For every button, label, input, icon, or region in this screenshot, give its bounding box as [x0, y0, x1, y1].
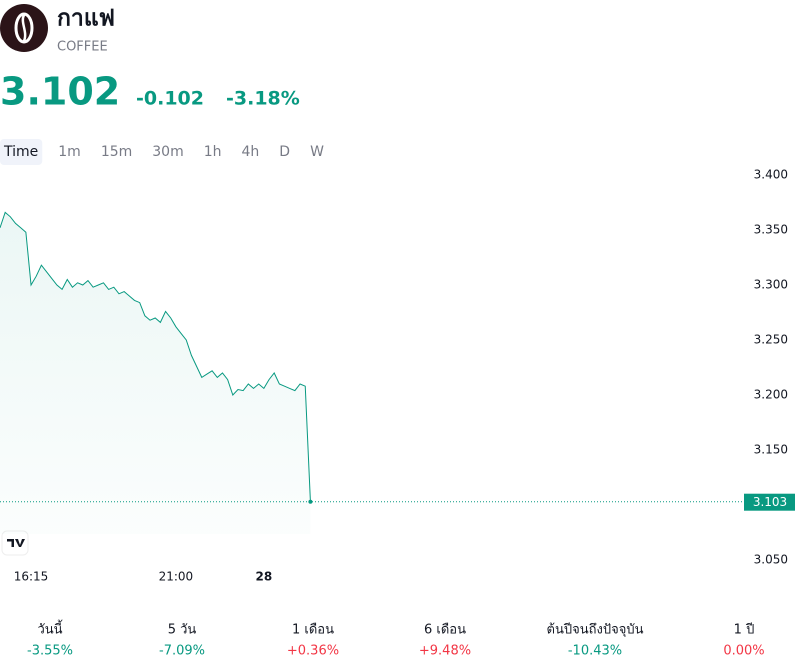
y-tick-label: 3.050 — [754, 553, 788, 567]
price: 3.102 — [0, 70, 120, 114]
performance-label: 6 เดือน — [424, 622, 466, 638]
performance-value: -3.55% — [27, 644, 73, 659]
y-tick-label: 3.150 — [754, 443, 788, 457]
performance-label: 1 เดือน — [292, 622, 334, 638]
last-point — [308, 499, 313, 504]
change: -0.102 — [136, 88, 204, 110]
timeframe-button[interactable]: D — [279, 144, 290, 160]
symbol-subtitle: COFFEE — [57, 40, 108, 55]
performance-value: 0.00% — [723, 644, 764, 659]
timeframe-button[interactable]: 15m — [101, 144, 132, 160]
price-line — [0, 211, 311, 502]
timeframe-button[interactable]: 1m — [58, 144, 81, 160]
y-tick-label: 3.200 — [754, 388, 788, 402]
tv-logo — [1, 530, 29, 556]
x-tick-label: 16:15 — [14, 570, 49, 584]
y-tick-label: 3.350 — [754, 223, 788, 237]
timeframe-button[interactable]: 1h — [204, 144, 222, 160]
change-pct: -3.18% — [226, 88, 300, 110]
performance-label: ต้นปีจนถึงปัจจุบัน — [547, 622, 644, 638]
performance-value: +0.36% — [287, 644, 339, 659]
y-tick-label: 3.400 — [754, 168, 788, 182]
last-price-label: 3.103 — [753, 495, 787, 509]
y-tick-label: 3.250 — [754, 333, 788, 347]
performance-label: 5 วัน — [168, 623, 197, 638]
timeframe-active-bg — [0, 139, 43, 165]
timeframe-button[interactable]: W — [310, 144, 324, 160]
timeframe-button[interactable]: 30m — [152, 144, 183, 160]
performance-label: วันนี้ — [37, 620, 63, 638]
performance-value: +9.48% — [419, 644, 471, 659]
performance-value: -10.43% — [568, 644, 622, 659]
x-tick-label: 21:00 — [159, 570, 194, 584]
timeframe-button[interactable]: 4h — [242, 144, 260, 160]
x-tick-label: 28 — [256, 570, 273, 584]
timeframe-button[interactable]: Time — [3, 144, 38, 160]
performance-label: 1 ปี — [734, 622, 755, 638]
logo — [0, 4, 48, 52]
y-tick-label: 3.300 — [754, 278, 788, 292]
performance-value: -7.09% — [159, 644, 205, 659]
area-fill — [0, 212, 311, 534]
last-price-tag — [744, 493, 795, 511]
symbol-title: กาแฟ — [57, 6, 115, 32]
